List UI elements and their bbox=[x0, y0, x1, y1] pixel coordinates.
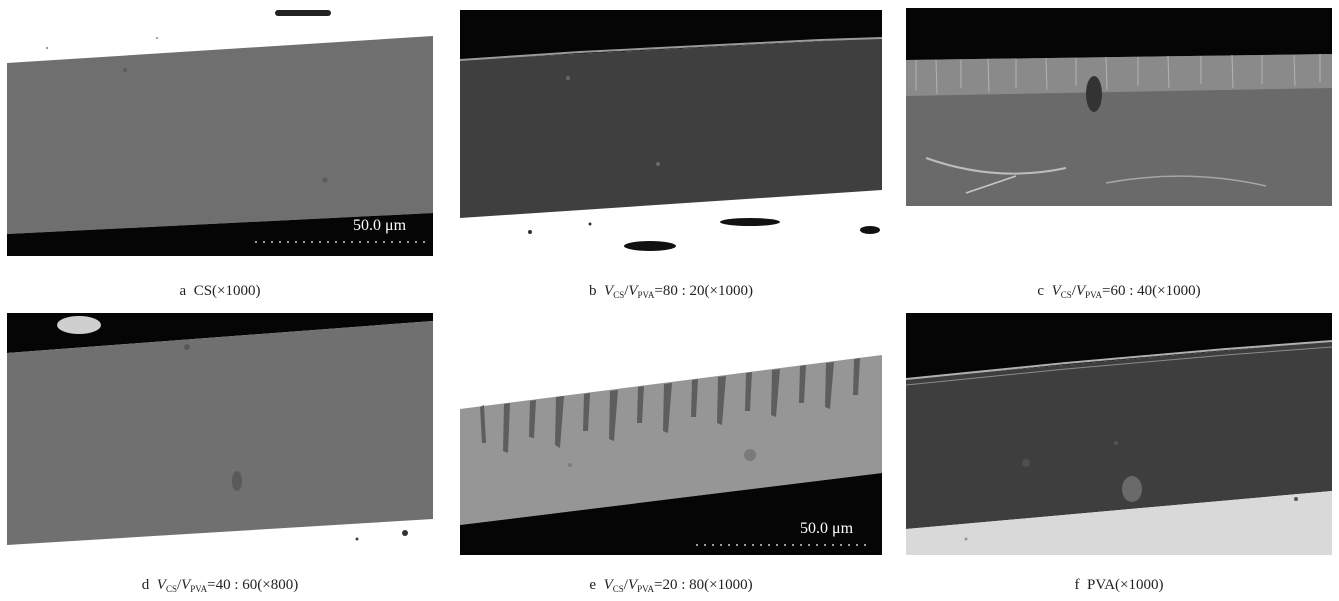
caption-slash-c: / bbox=[1071, 283, 1076, 299]
caption-var-e1: V bbox=[603, 577, 613, 593]
sem-panel-d bbox=[7, 313, 433, 555]
caption-b: b VCS/VPVA=80 : 20(×1000) bbox=[460, 283, 882, 300]
sem-panel-b bbox=[460, 10, 882, 255]
caption-letter-a: a bbox=[179, 283, 187, 299]
caption-sub-c2: PVA bbox=[1085, 290, 1102, 300]
caption-slash-e: / bbox=[623, 577, 628, 593]
caption-sub-b1: CS bbox=[613, 290, 625, 300]
scale-bar-label-a: 50.0 μm bbox=[353, 217, 407, 234]
caption-sub-d2: PVA bbox=[190, 584, 208, 594]
sem-image-a: 50.0 μm bbox=[7, 8, 433, 256]
caption-var-b2: V bbox=[628, 283, 638, 299]
caption-sub-c1: CS bbox=[1060, 290, 1072, 300]
caption-e: e VCS/VPVA=20 : 80(×1000) bbox=[460, 577, 882, 594]
caption-ratio-b: =80 : 20(×1000) bbox=[654, 283, 753, 299]
caption-a: a CS(×1000) bbox=[7, 283, 433, 300]
caption-ratio-e: =20 : 80(×1000) bbox=[653, 577, 753, 593]
caption-var-d2: V bbox=[181, 577, 191, 593]
caption-var-d1: V bbox=[156, 577, 166, 593]
caption-letter-f: f bbox=[1074, 577, 1080, 593]
caption-sub-d1: CS bbox=[165, 584, 177, 594]
caption-letter-c: c bbox=[1037, 283, 1045, 299]
caption-d: d VCS/VPVA=40 : 60(×800) bbox=[7, 577, 433, 594]
caption-letter-d: d bbox=[141, 577, 150, 593]
caption-text-a: CS(×1000) bbox=[193, 283, 261, 299]
scale-bar-label-e: 50.0 μm bbox=[800, 520, 854, 537]
caption-ratio-d: =40 : 60(×800) bbox=[207, 577, 299, 593]
sem-panel-c bbox=[906, 8, 1332, 206]
caption-var-e2: V bbox=[627, 577, 638, 593]
caption-letter-b: b bbox=[589, 283, 597, 299]
caption-sub-e2: PVA bbox=[637, 584, 654, 594]
sem-panel-e: 50.0 μm bbox=[460, 313, 882, 555]
caption-var-b1: V bbox=[604, 283, 614, 299]
caption-text-f: PVA(×1000) bbox=[1086, 577, 1164, 593]
sem-image-f bbox=[906, 313, 1332, 555]
sem-image-d bbox=[7, 313, 433, 555]
caption-f: f PVA(×1000) bbox=[906, 577, 1332, 594]
sem-panel-f bbox=[906, 313, 1332, 555]
caption-sub-b2: PVA bbox=[637, 290, 655, 300]
caption-slash-b: / bbox=[624, 283, 629, 299]
sem-image-e: 50.0 μm bbox=[460, 313, 882, 555]
caption-var-c2: V bbox=[1075, 283, 1086, 299]
caption-ratio-c: =60 : 40(×1000) bbox=[1101, 283, 1201, 299]
caption-sub-e1: CS bbox=[612, 584, 624, 594]
sem-image-c bbox=[906, 8, 1332, 206]
caption-slash-d: / bbox=[176, 577, 182, 593]
sem-panel-a: 50.0 μm bbox=[7, 8, 433, 256]
sem-image-b bbox=[460, 10, 882, 255]
caption-letter-e: e bbox=[589, 577, 597, 593]
caption-var-c1: V bbox=[1051, 283, 1061, 299]
caption-c: c VCS/VPVA=60 : 40(×1000) bbox=[906, 283, 1332, 300]
